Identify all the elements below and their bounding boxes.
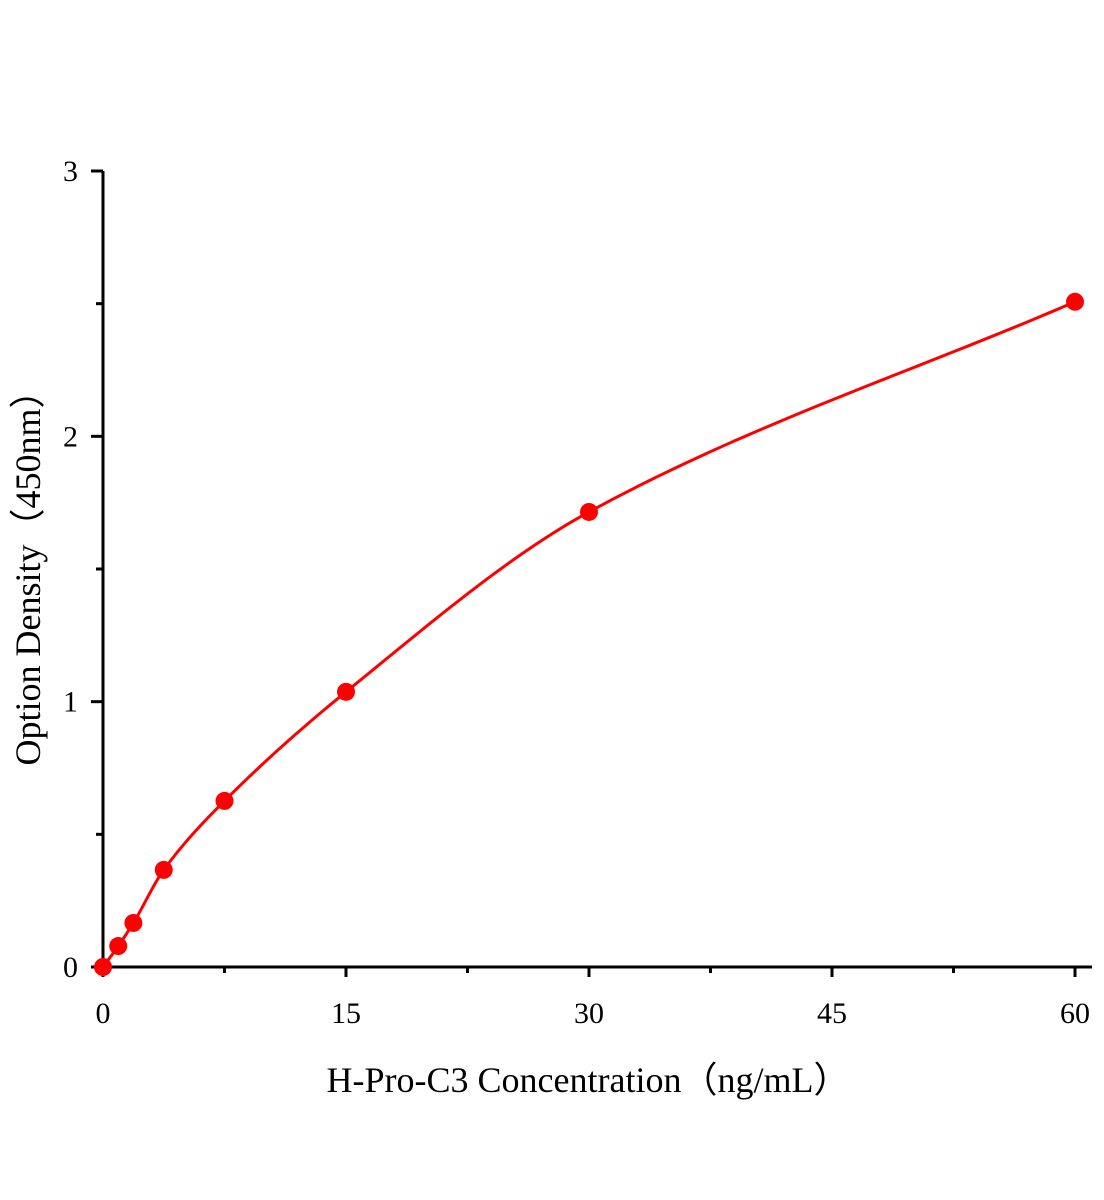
x-tick-label: 45 [817, 997, 847, 1030]
x-tick-label: 30 [574, 997, 604, 1030]
data-point [1066, 292, 1084, 311]
data-points [94, 292, 1084, 976]
x-tick-label: 60 [1060, 997, 1090, 1030]
data-point [94, 958, 112, 976]
x-axis-label: H-Pro-C3 Concentration（ng/mL） [327, 1060, 850, 1100]
fit-curve [101, 300, 1076, 968]
y-tick-label: 3 [63, 155, 78, 188]
data-point [337, 682, 355, 701]
data-point [124, 913, 143, 932]
data-point [109, 937, 128, 956]
x-tick-label: 0 [96, 997, 111, 1030]
data-point [580, 502, 598, 521]
x-tick-label: 15 [331, 997, 361, 1030]
data-point [154, 860, 173, 879]
tick-labels: 0 15 30 45 60 0 1 2 3 [63, 155, 1090, 1030]
y-tick-label: 1 [63, 686, 78, 719]
y-axis-label: Option Density（450nm） [8, 373, 48, 766]
y-tick-label: 2 [63, 420, 78, 453]
data-point [215, 791, 234, 810]
axes [91, 169, 1092, 977]
y-tick-label: 0 [63, 951, 78, 984]
